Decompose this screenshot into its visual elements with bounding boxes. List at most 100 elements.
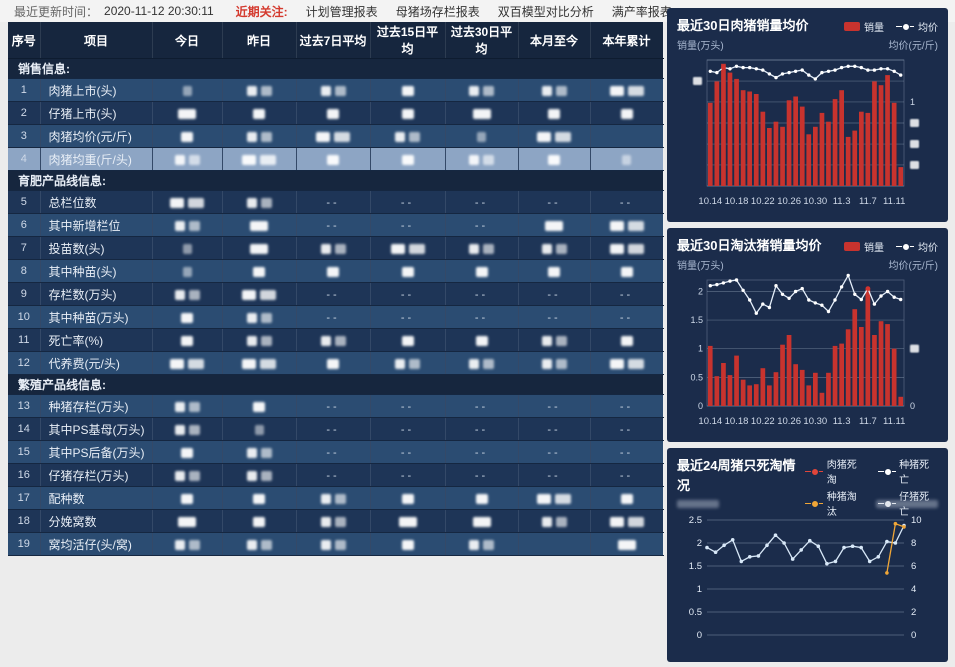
row-value-cell — [222, 509, 297, 533]
row-value-cell — [590, 78, 664, 102]
redacted-value — [401, 85, 414, 96]
table-row[interactable]: 8 其中种苗(头) — [8, 259, 664, 283]
table-row[interactable]: 19 窝均活仔(头/窝) — [8, 532, 664, 556]
legend-line-swatch — [896, 242, 914, 251]
svg-text:0: 0 — [698, 401, 703, 411]
row-value-cell — [370, 236, 446, 260]
no-data-dash: -- — [326, 312, 340, 324]
row-value-cell — [152, 213, 223, 237]
redacted-value — [469, 243, 479, 254]
table-row[interactable]: 11 死亡率(%) — [8, 328, 664, 352]
row-value-cell — [152, 509, 223, 533]
no-data-dash: -- — [474, 401, 489, 413]
redacted-value — [555, 131, 571, 142]
chart-panel-cull-sales-price: 最近30日淘汰猪销量均价 销量 均价 销量(万头) 均价(元/斤) 0 0 0.5 1… — [667, 228, 948, 442]
row-value-cell: -- — [370, 190, 446, 214]
legend-line-swatch — [877, 467, 896, 476]
table-row[interactable]: 18 分娩窝数 — [8, 509, 664, 533]
row-value-cell — [152, 305, 223, 329]
row-value-cell: -- — [370, 417, 446, 441]
row-value-cell — [222, 394, 297, 418]
legend-item[interactable]: 种猪淘汰 — [805, 488, 865, 518]
legend-item[interactable]: 销量 — [844, 19, 884, 34]
chart-header: 最近30日肉猪销量均价 销量 均价 — [677, 16, 938, 36]
table-row[interactable]: 4 肉猪均重(斤/头) — [8, 147, 664, 171]
legend-item[interactable]: 均价 — [896, 19, 938, 34]
legend-item[interactable]: 肉猪死淘 — [805, 456, 865, 486]
row-value-cell: -- — [370, 282, 446, 306]
report-link[interactable]: 母猪场存栏报表 — [395, 4, 480, 19]
legend-item[interactable]: 种猪死亡 — [877, 456, 938, 486]
redacted-value — [401, 154, 414, 165]
redacted-value — [609, 516, 624, 527]
row-item-name: 总栏位数 — [40, 190, 153, 214]
svg-text:10.30: 10.30 — [803, 196, 827, 207]
table-row[interactable]: 1 肉猪上市(头) — [8, 78, 664, 102]
svg-text:10.14: 10.14 — [698, 196, 722, 207]
table-row[interactable]: 12 代养费(元/头) — [8, 351, 664, 375]
row-value-cell — [445, 532, 519, 556]
redacted-value — [260, 358, 276, 369]
row-value-cell — [296, 78, 371, 102]
report-link[interactable]: 计划管理报表 — [305, 4, 378, 19]
redacted-value — [541, 243, 552, 254]
redacted-value — [408, 243, 425, 254]
row-value-cell — [445, 486, 519, 510]
row-value-cell — [518, 236, 591, 260]
row-value-cell — [590, 213, 664, 237]
table-row[interactable]: 13 种猪存栏(万头) -- -- -- -- -- — [8, 394, 664, 418]
redacted-value — [627, 243, 644, 254]
report-link[interactable]: 双百模型对比分析 — [497, 4, 594, 19]
svg-text:0: 0 — [911, 630, 916, 641]
table-row[interactable]: 15 其中PS后备(万头) -- -- -- -- -- — [8, 440, 664, 464]
no-data-dash: -- — [547, 401, 561, 413]
redacted-value — [555, 335, 567, 346]
table-row[interactable]: 14 其中PS基母(万头) -- -- -- -- -- — [8, 417, 664, 441]
table-row[interactable]: 6 其中新增栏位 -- -- -- — [8, 213, 664, 237]
legend-item[interactable]: 均价 — [896, 239, 938, 254]
chart-legend: 销量 均价 — [844, 16, 938, 36]
table-row[interactable]: 2 仔猪上市(头) — [8, 101, 664, 125]
row-value-cell: -- — [445, 213, 519, 237]
redacted-value — [253, 401, 265, 412]
table-row[interactable]: 9 存栏数(万头) -- -- -- -- -- — [8, 282, 664, 306]
redacted-value — [409, 131, 420, 142]
redacted-value — [182, 243, 192, 254]
redacted-value — [260, 154, 276, 165]
row-value-cell — [518, 213, 591, 237]
redacted-value — [555, 358, 567, 369]
row-value-cell: -- — [296, 190, 371, 214]
row-value-cell — [370, 509, 446, 533]
redacted-value — [316, 131, 330, 142]
row-value-cell: -- — [296, 417, 371, 441]
column-header: 过去7日平均 — [296, 22, 371, 59]
row-value-cell — [370, 78, 446, 102]
table-row[interactable]: 16 仔猪存栏(万头) -- -- -- -- -- — [8, 463, 664, 487]
recent-focus-label: 近期关注: — [235, 4, 288, 19]
legend-item[interactable]: 销量 — [844, 239, 884, 254]
table-row[interactable]: 10 其中种苗(万头) -- -- -- -- -- — [8, 305, 664, 329]
redacted-value — [483, 539, 494, 550]
no-data-dash: -- — [400, 447, 415, 459]
table-row[interactable]: 17 配种数 — [8, 486, 664, 510]
redacted-value — [188, 154, 200, 165]
row-value-cell: -- — [590, 440, 664, 464]
table-row[interactable]: 7 投苗数(头) — [8, 236, 664, 260]
row-value-cell — [296, 486, 371, 510]
row-value-cell — [222, 440, 297, 464]
table-row[interactable]: 5 总栏位数 -- -- -- -- -- — [8, 190, 664, 214]
row-value-cell — [518, 486, 591, 510]
chart-plot: 0 0 0.5 1 1.5 2 10.14 10.18 10.22 10.26 10.30 11.3 1… — [690, 273, 919, 427]
table-row[interactable]: 3 肉猪均价(元/斤) — [8, 124, 664, 148]
row-value-cell — [590, 509, 664, 533]
legend-item[interactable]: 仔猪死亡 — [877, 488, 938, 518]
chart-title: 最近24周猪只死淘情况 — [677, 458, 796, 493]
row-value-cell: -- — [445, 417, 519, 441]
no-data-dash: -- — [619, 401, 634, 413]
y-left-label: 销量(万头) — [677, 40, 724, 52]
row-value-cell — [370, 124, 446, 148]
row-value-cell — [296, 351, 371, 375]
report-link[interactable]: 满产率报表 — [611, 4, 672, 19]
redacted-value — [188, 220, 200, 231]
redacted-value — [181, 447, 193, 458]
